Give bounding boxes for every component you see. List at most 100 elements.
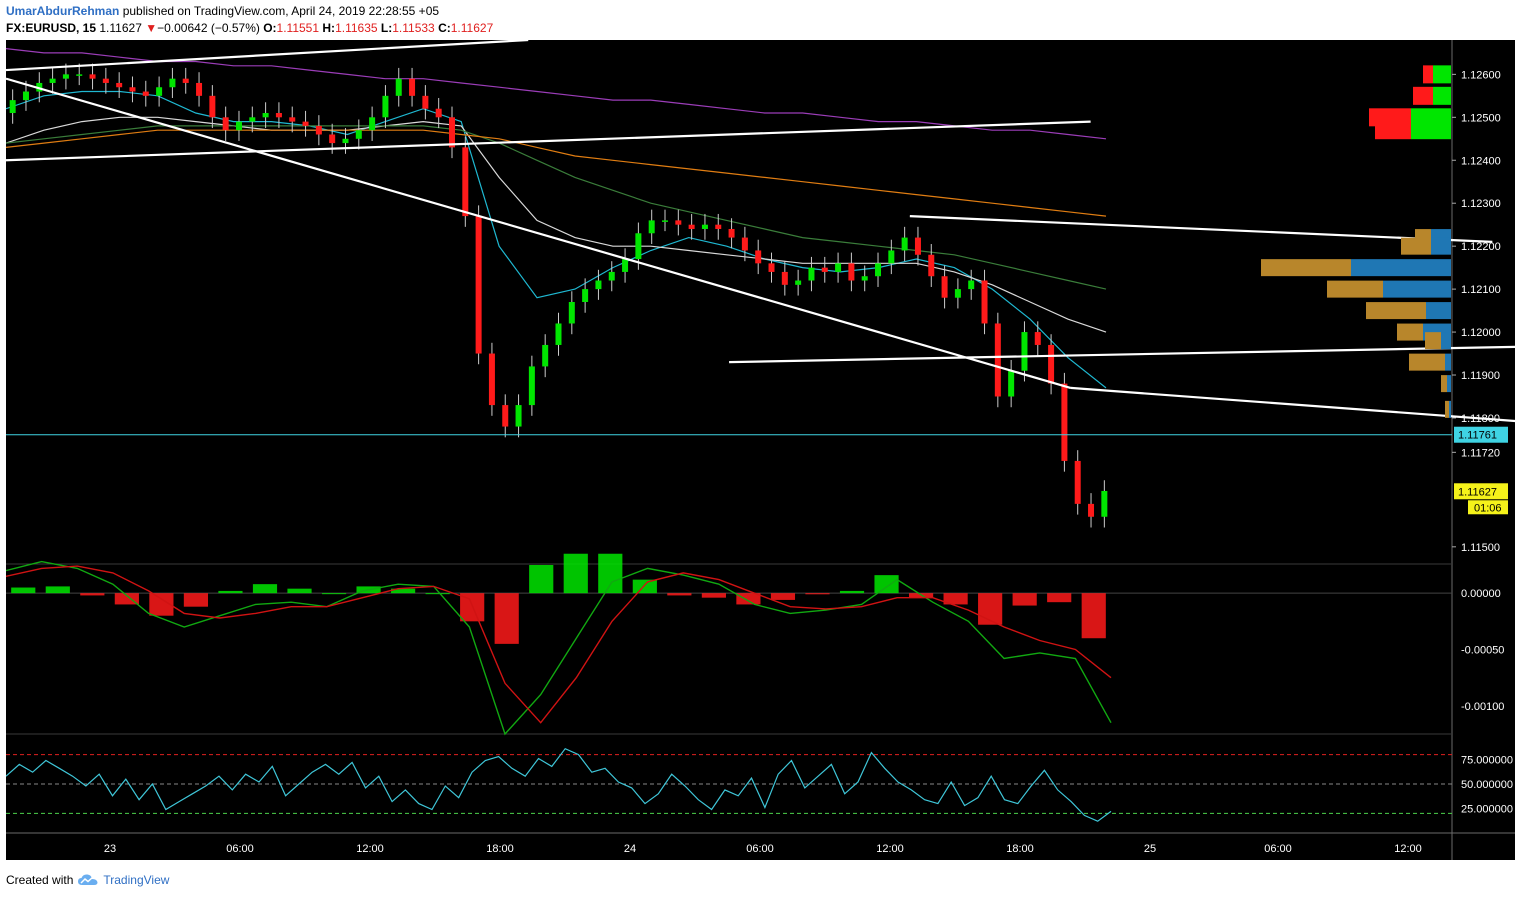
macd-histogram-bar xyxy=(183,593,209,607)
chart-area[interactable]: 1.12600 1.12500 1.12400 1.12300 1.12200 1.121… xyxy=(5,38,1521,860)
candle-body xyxy=(488,353,495,406)
candle-body xyxy=(622,259,629,272)
candle-body xyxy=(728,228,735,238)
macd-tick-label: -0.00050 xyxy=(1461,645,1504,657)
high-value: 1.11635 xyxy=(335,21,378,35)
author-link[interactable]: UmarAbdurRehman xyxy=(6,4,120,18)
macd-histogram-bar xyxy=(1081,593,1106,639)
macd-histogram-bar xyxy=(425,593,450,595)
candle-body xyxy=(329,134,336,144)
trendline xyxy=(909,214,1493,243)
volume-profile-down-bar xyxy=(1409,353,1445,371)
candle-body xyxy=(1061,383,1068,461)
moving-average-line xyxy=(5,129,1107,217)
macd-histogram-bar xyxy=(80,593,105,596)
candle-body xyxy=(582,289,589,302)
macd-histogram-bar xyxy=(563,553,588,594)
candle-body xyxy=(755,250,762,264)
countdown-tag xyxy=(1468,500,1508,515)
candle-body xyxy=(315,125,322,135)
created-with-text: Created with xyxy=(6,873,74,887)
macd-histogram-bar xyxy=(805,593,830,595)
candle-body xyxy=(741,237,748,251)
moving-average-line xyxy=(5,90,1107,389)
macd-histogram-bar xyxy=(943,593,968,605)
macd-histogram-bar xyxy=(770,593,796,600)
macd-signal-line xyxy=(5,565,1112,724)
candle-body xyxy=(302,121,309,126)
candle-body xyxy=(235,121,242,131)
volume-profile-down-bar xyxy=(1261,259,1351,277)
volume-profile-up-bar xyxy=(1433,65,1451,84)
price-tick-label: 1.12200 xyxy=(1461,241,1501,253)
macd-histogram-bar xyxy=(494,593,519,644)
macd-histogram-bar xyxy=(598,553,623,594)
price-tick-label: 1.12300 xyxy=(1461,198,1501,210)
volume-profile-down-bar xyxy=(1423,65,1433,84)
candle-body xyxy=(875,263,882,277)
trendline xyxy=(729,345,1521,364)
close-label: C: xyxy=(438,21,451,35)
publish-info: UmarAbdurRehman published on TradingView… xyxy=(6,4,439,18)
candle-body xyxy=(635,233,642,260)
candle-body xyxy=(249,117,256,122)
footer: Created with TradingView xyxy=(6,873,169,887)
candle-body xyxy=(355,130,362,139)
macd-tick-label: -0.00100 xyxy=(1461,701,1504,713)
candle-body xyxy=(994,323,1001,397)
candle-body xyxy=(395,78,402,96)
published-text: published on TradingView.com, April 24, … xyxy=(119,4,440,18)
moving-average-line xyxy=(5,125,1107,290)
time-axis-label: 12:00 xyxy=(876,843,904,855)
candle-body xyxy=(1048,344,1055,384)
macd-histogram-bar xyxy=(667,593,692,596)
candle-body xyxy=(182,78,189,83)
time-axis-label: 23 xyxy=(104,843,116,855)
candle-body xyxy=(941,276,948,298)
open-value: 1.11551 xyxy=(276,21,320,35)
candle-body xyxy=(688,224,695,229)
volume-profile-up-bar xyxy=(1433,86,1451,105)
candle-body xyxy=(808,267,815,281)
volume-profile-up-bar xyxy=(1449,400,1451,418)
volume-profile-up-bar xyxy=(1447,375,1451,393)
macd-histogram-bar xyxy=(149,593,174,616)
macd-tick-label: 0.00000 xyxy=(1461,588,1501,600)
macd-histogram-bar xyxy=(218,590,243,594)
candle-body xyxy=(1034,332,1041,345)
candle-body xyxy=(1088,503,1095,517)
chart-svg[interactable]: 1.12600 1.12500 1.12400 1.12300 1.12200 1.121… xyxy=(5,38,1521,860)
trendline xyxy=(5,38,529,72)
volume-profile-up-bar xyxy=(1383,280,1451,298)
time-axis-label: 25 xyxy=(1144,843,1156,855)
volume-profile-down-bar xyxy=(1425,332,1441,350)
last-price: 1.11627 xyxy=(99,21,142,35)
candle-body xyxy=(861,276,868,281)
candle-body xyxy=(821,267,828,272)
macd-histogram-bar xyxy=(632,579,657,594)
candle-body xyxy=(409,78,416,96)
volume-profile-up-bar xyxy=(1411,121,1451,140)
price-tick-label: 1.12100 xyxy=(1461,284,1501,296)
volume-profile-up-bar xyxy=(1441,332,1451,350)
candle-body xyxy=(768,263,775,272)
candle-body xyxy=(435,108,442,118)
candle-body xyxy=(528,366,535,406)
candle-body xyxy=(1074,460,1081,504)
rsi-tick-label: 75.000000 xyxy=(1461,755,1513,767)
candle-body xyxy=(209,95,216,118)
candle-body xyxy=(262,113,269,118)
price-tick-label: 1.11720 xyxy=(1461,447,1500,459)
time-axis-label: 18:00 xyxy=(486,843,514,855)
candle-body xyxy=(555,323,562,345)
tradingview-brand-link[interactable]: TradingView xyxy=(103,873,170,887)
time-axis-label: 06:00 xyxy=(226,843,254,855)
candle-body xyxy=(595,280,602,290)
candle-body xyxy=(275,113,282,118)
macd-line xyxy=(5,560,1112,736)
candle-body xyxy=(102,78,109,83)
time-axis-label: 12:00 xyxy=(356,843,384,855)
candle-body xyxy=(715,224,722,229)
last-price-tag xyxy=(1454,483,1508,500)
macd-histogram-bar xyxy=(391,588,416,594)
